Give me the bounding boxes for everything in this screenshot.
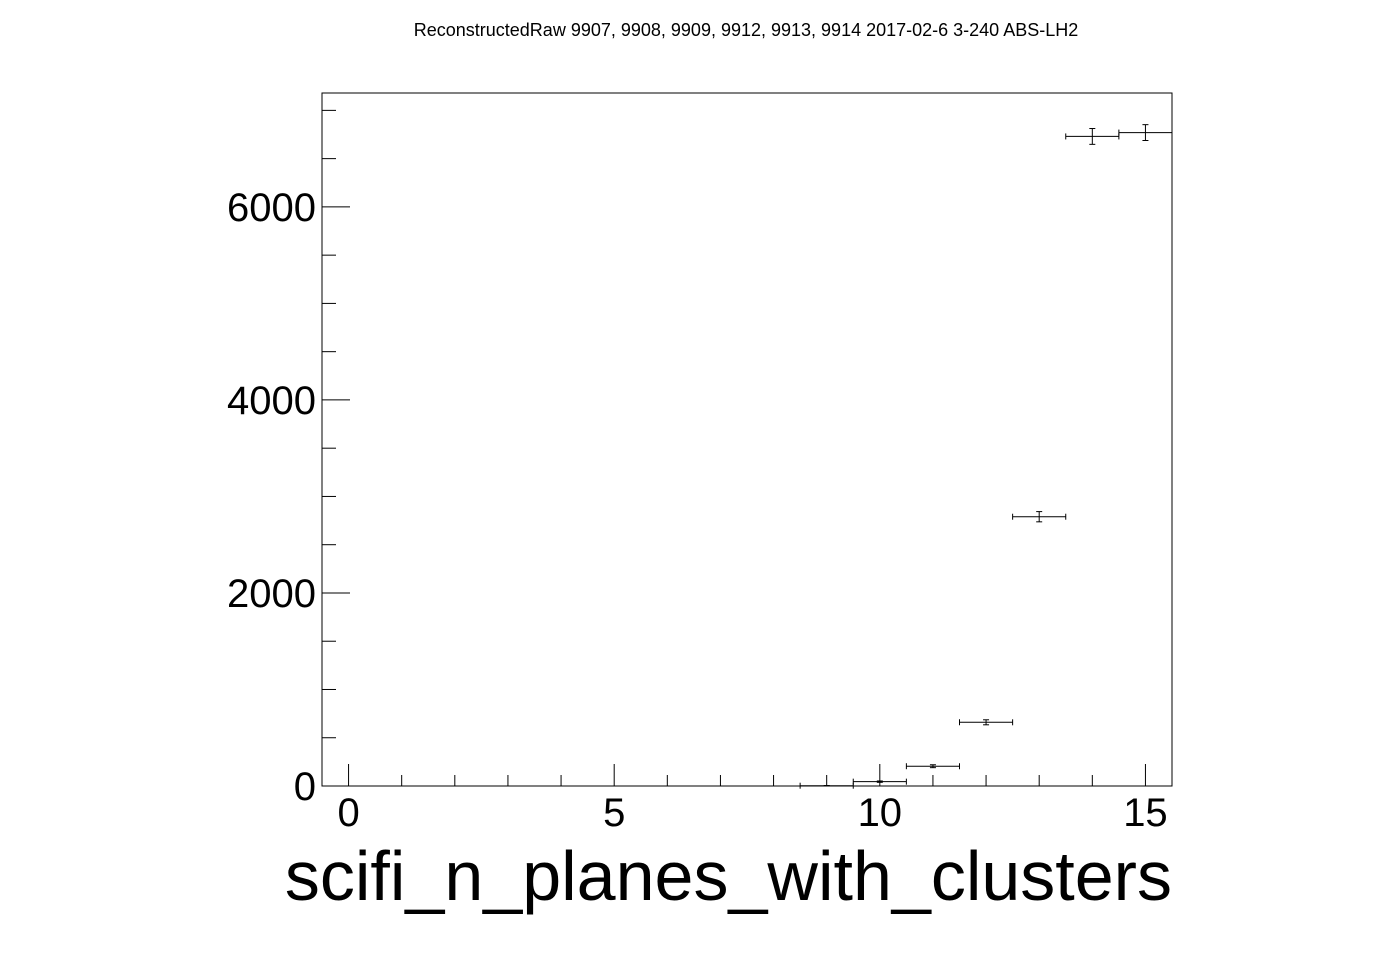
- data-point: [1012, 511, 1067, 523]
- y-tick-label: 6000: [227, 186, 316, 230]
- x-tick-label: 10: [858, 791, 903, 835]
- data-point: [852, 778, 907, 785]
- x-tick-label: 15: [1123, 791, 1168, 835]
- data-point: [905, 763, 960, 770]
- y-tick-label: 0: [294, 765, 316, 809]
- x-tick-label: 5: [603, 791, 625, 835]
- chart-title: ReconstructedRaw 9907, 9908, 9909, 9912,…: [413, 20, 1079, 40]
- y-tick-label: 4000: [227, 379, 316, 423]
- y-tick-label: 2000: [227, 572, 316, 616]
- data-point: [1118, 124, 1173, 141]
- data-point: [1065, 128, 1120, 145]
- x-axis-label: scifi_n_planes_with_clusters: [285, 837, 1172, 915]
- plot-frame: [321, 92, 1173, 787]
- x-tick-label: 0: [337, 791, 359, 835]
- data-point: [959, 719, 1014, 726]
